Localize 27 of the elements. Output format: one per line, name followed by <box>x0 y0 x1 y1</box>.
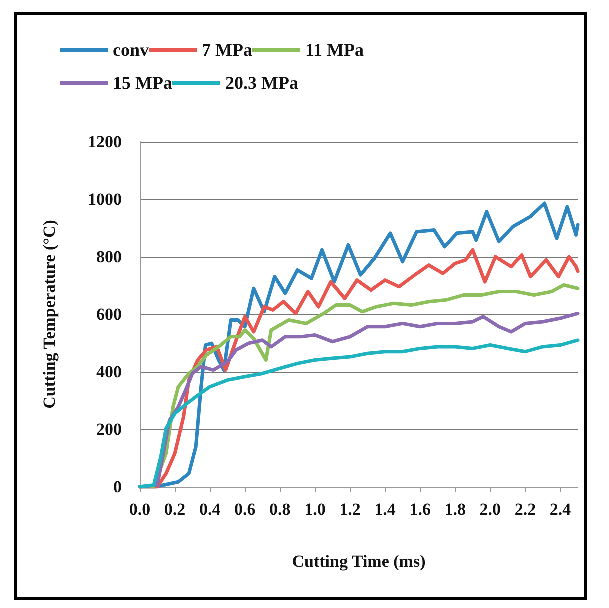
x-tick-label: 1.4 <box>374 500 396 519</box>
x-axis-title: Cutting Time (ms) <box>292 552 426 571</box>
x-tick-label: 1.8 <box>444 500 466 519</box>
x-tick-label: 1.0 <box>304 500 326 519</box>
y-tick-label: 800 <box>96 248 122 266</box>
x-tick-label: 1.6 <box>410 500 431 519</box>
x-tick-label: 1.2 <box>340 500 361 519</box>
x-tick-label: 2.2 <box>514 500 536 519</box>
legend-label: 11 MPa <box>305 40 364 60</box>
y-tick-label: 1000 <box>88 190 122 209</box>
legend-label: 20.3 MPa <box>225 73 298 93</box>
x-tick-label: 2.0 <box>480 500 502 519</box>
x-tick-label: 0.4 <box>199 500 222 519</box>
legend-label: 7 MPa <box>202 40 252 60</box>
y-tick-label: 400 <box>96 362 122 382</box>
x-tick-label: 2.4 <box>550 500 572 519</box>
x-tick-label: 0.6 <box>234 500 256 519</box>
y-tick-label: 600 <box>96 305 122 324</box>
legend-label: conv <box>113 40 149 60</box>
y-tick-label: 0 <box>114 478 122 496</box>
legend-label: 15 MPa <box>113 73 172 93</box>
y-tick-label: 1200 <box>88 132 122 152</box>
x-tick-label: 0.8 <box>270 500 291 519</box>
x-tick-label: 0.0 <box>129 500 151 519</box>
x-tick-label: 0.2 <box>164 500 186 519</box>
y-axis-title: Cutting Temperature (°C) <box>40 220 59 409</box>
y-tick-label: 200 <box>96 420 122 439</box>
